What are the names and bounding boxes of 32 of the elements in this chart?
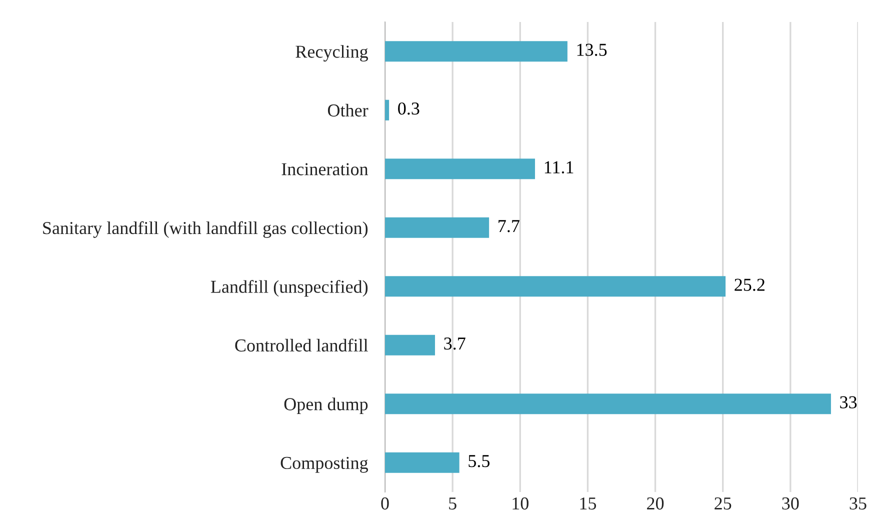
bar [385,217,490,238]
y-tick-label: Sanitary landfill (with landfill gas collection) [43,221,368,238]
x-tick-label: 10 [512,497,528,510]
data-label: 11.1 [544,161,574,174]
data-label: 5.5 [468,455,490,468]
bar [385,158,536,180]
bar [385,452,460,473]
data-label: 0.3 [398,102,420,115]
y-tick-label: Controlled landfill [235,338,368,352]
y-tick-label: Landfill (unspecified) [210,280,368,297]
y-tick-label: Recycling [296,45,368,62]
x-tick-label: 5 [449,498,456,510]
x-tick-label: 0 [381,497,389,510]
x-tick-label: 25 [714,497,732,510]
bar [385,41,568,62]
data-label: 3.7 [444,338,466,350]
x-tick-label: 35 [850,497,866,510]
data-label: 33 [840,396,857,408]
y-tick-label: Open dump [284,398,368,414]
data-label: 13.5 [577,44,607,56]
y-tick-label: Composting [280,456,368,473]
y-tick-label: Other [328,104,368,117]
data-label: 7.7 [498,220,520,232]
y-tick-label: Incineration [282,163,368,176]
x-tick-label: 15 [580,497,596,510]
x-tick-label: 30 [782,497,799,510]
bar [385,334,436,356]
bar [385,276,726,297]
x-tick-label: 20 [647,497,664,510]
bar [385,100,390,120]
bar [385,394,831,414]
data-label: 25.2 [734,278,764,291]
